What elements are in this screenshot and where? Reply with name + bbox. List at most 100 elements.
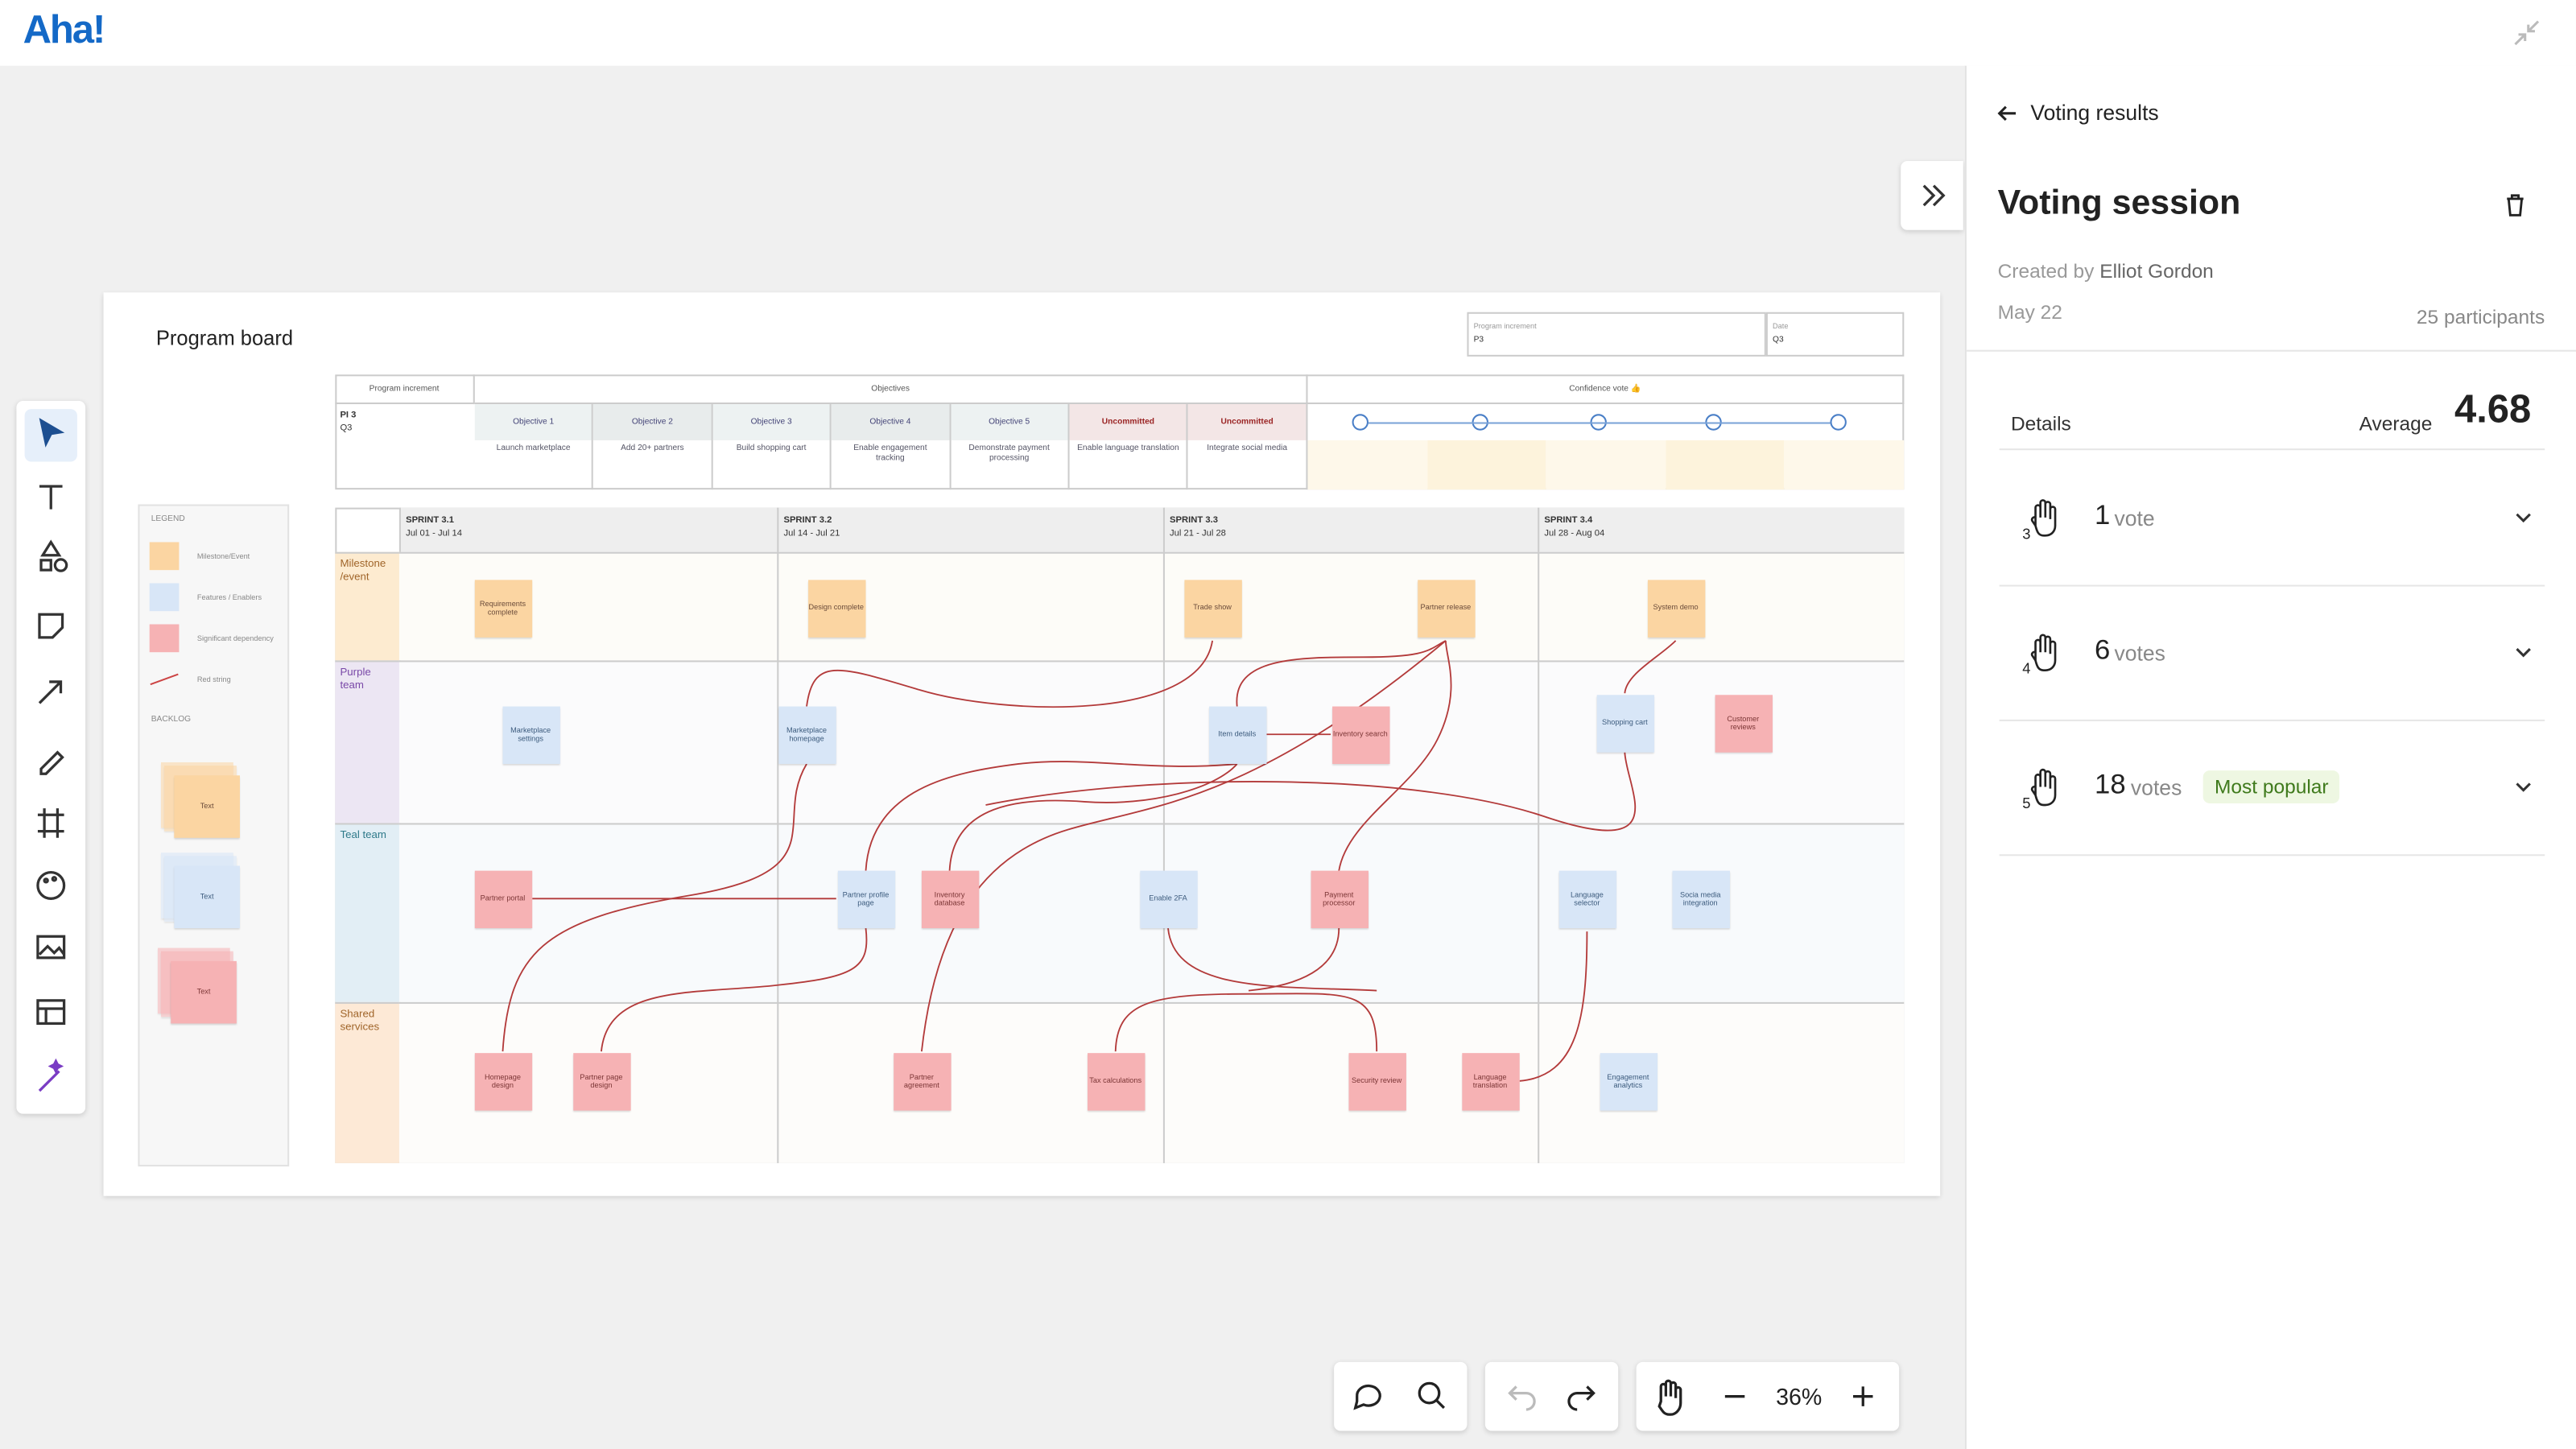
sticky-note[interactable]: Trade show bbox=[1183, 579, 1241, 637]
table-header: Objectives bbox=[474, 374, 1308, 405]
sticky-note[interactable]: Inventory search bbox=[1331, 705, 1389, 763]
sticky-note[interactable]: Partner profile page bbox=[836, 869, 895, 928]
sticky-note[interactable]: Payment processor bbox=[1310, 869, 1368, 928]
sticky-note[interactable]: Socia media integration bbox=[1671, 869, 1729, 928]
legend-swatch bbox=[149, 583, 180, 612]
objective-name: Uncommitted bbox=[1188, 404, 1308, 440]
sticky-note[interactable]: Tax calculations bbox=[1086, 1052, 1145, 1110]
top-bar: Aha! bbox=[0, 0, 2576, 66]
objective-description: Enable language translation bbox=[1070, 440, 1189, 490]
created-by: Created by Elliot Gordon bbox=[1998, 259, 2214, 283]
sprint-header bbox=[398, 507, 778, 552]
sticky-note[interactable]: Marketplace settings bbox=[502, 705, 559, 763]
vote-row[interactable]: 4 6 votes bbox=[1999, 585, 2545, 721]
undo-redo-group bbox=[1484, 1361, 1619, 1431]
field-value: Q3 bbox=[1773, 335, 1784, 345]
sticky-note[interactable]: Partner release bbox=[1417, 579, 1475, 637]
legend-item: Features / Enablers bbox=[196, 592, 262, 601]
sticky-note[interactable]: Customer reviews bbox=[1714, 694, 1773, 752]
vote-count: 6 bbox=[2095, 634, 2111, 666]
sprint-name: SPRINT 3.1 bbox=[406, 515, 454, 526]
red-string bbox=[1167, 927, 1377, 992]
row-label: Purple team bbox=[340, 667, 371, 693]
field-value: P3 bbox=[1473, 335, 1484, 345]
sticky-note[interactable]: Homepage design bbox=[473, 1052, 532, 1110]
objective-name: Uncommitted bbox=[1069, 404, 1189, 440]
sticky-note[interactable]: Item details bbox=[1208, 705, 1266, 763]
sticky-note[interactable]: Engagement analytics bbox=[1599, 1052, 1657, 1110]
red-string bbox=[1114, 993, 1378, 1052]
objective-name: Objective 2 bbox=[593, 404, 713, 440]
sticky-note[interactable]: Shopping cart bbox=[1596, 694, 1654, 752]
board-title: Program board bbox=[155, 327, 294, 350]
left-toolbar bbox=[16, 400, 86, 1114]
sticky-note[interactable]: Design complete bbox=[807, 579, 865, 637]
backlog-card: Text bbox=[174, 775, 240, 838]
vote-level: 4 bbox=[2022, 660, 2031, 677]
backlog-title: BACKLOG bbox=[151, 714, 192, 724]
backlog-card: Text bbox=[171, 960, 237, 1024]
legend-item: Milestone/Event bbox=[196, 551, 250, 560]
back-link[interactable]: Voting results bbox=[2030, 100, 2159, 126]
expand-chevron[interactable] bbox=[2513, 777, 2533, 796]
confidence-cell bbox=[1785, 440, 1905, 490]
program-board: Program board Program increment P3 Date Q3 P… bbox=[103, 292, 1941, 1196]
expand-chevron[interactable] bbox=[2513, 508, 2533, 527]
sticky-note[interactable]: Language translation bbox=[1461, 1052, 1519, 1110]
search-icon[interactable] bbox=[1418, 1381, 1441, 1405]
expand-chevron[interactable] bbox=[2513, 642, 2533, 662]
sticky-note[interactable]: Partner page design bbox=[572, 1052, 630, 1110]
objectives-table bbox=[335, 374, 1905, 490]
logo[interactable]: Aha! bbox=[23, 8, 106, 53]
sticky-note[interactable]: Requirements complete bbox=[473, 579, 532, 637]
delete-icon[interactable] bbox=[2502, 192, 2529, 219]
sticky-note[interactable]: Partner agreement bbox=[893, 1052, 951, 1110]
divider bbox=[1966, 349, 2576, 352]
back-icon[interactable] bbox=[1996, 102, 2020, 126]
confidence-cell bbox=[1307, 440, 1427, 490]
vote-row[interactable]: 5 18 votes Most popular bbox=[1999, 720, 2545, 857]
sticky-note[interactable]: Language selector bbox=[1558, 869, 1616, 928]
comment-icon[interactable] bbox=[1353, 1384, 1381, 1410]
vote-unit: votes bbox=[2130, 775, 2182, 800]
sprint-header bbox=[1162, 507, 1538, 552]
average-label: Average bbox=[2359, 412, 2433, 436]
comment-search-group bbox=[1334, 1361, 1468, 1431]
sticky-note[interactable]: Inventory database bbox=[920, 869, 979, 928]
table-header: Program increment bbox=[335, 374, 475, 405]
confidence-cell bbox=[1665, 440, 1785, 490]
hand-icon[interactable] bbox=[1657, 1379, 1682, 1416]
sticky-note[interactable]: Partner portal bbox=[473, 869, 532, 928]
sticky-note[interactable]: Marketplace homepage bbox=[778, 705, 836, 763]
hand-icon bbox=[2030, 634, 2057, 671]
row-label: Shared services bbox=[340, 1009, 380, 1034]
dependency-strings bbox=[502, 640, 1677, 1082]
red-string bbox=[601, 927, 868, 1052]
sticky-note[interactable]: Enable 2FA bbox=[1139, 869, 1197, 928]
vote-unit: vote bbox=[2114, 506, 2155, 531]
sprint-dates: Jul 14 - Jul 21 bbox=[783, 529, 840, 539]
row-label-cell bbox=[335, 551, 399, 661]
legend-item: Red string bbox=[196, 675, 231, 683]
zoom-in[interactable] bbox=[1853, 1386, 1873, 1406]
sticky-note[interactable]: System demo bbox=[1646, 579, 1705, 637]
field-label: Program increment bbox=[1473, 321, 1537, 331]
sprint-column-line bbox=[777, 551, 779, 1163]
undo-icon[interactable] bbox=[1508, 1385, 1536, 1411]
zoom-level: 36% bbox=[1776, 1383, 1823, 1410]
average-value: 4.68 bbox=[2454, 387, 2532, 432]
sticky-note[interactable]: Security review bbox=[1348, 1052, 1406, 1110]
sprint-dates: Jul 01 - Jul 14 bbox=[406, 529, 462, 539]
collapse-icon[interactable] bbox=[2510, 16, 2543, 49]
confidence-dot bbox=[1352, 414, 1368, 431]
sprint-header bbox=[1538, 507, 1905, 552]
zoom-group: 36% bbox=[1636, 1361, 1900, 1431]
sprint-dates: Jul 21 - Jul 28 bbox=[1170, 529, 1226, 539]
redo-icon[interactable] bbox=[1567, 1385, 1596, 1411]
objective-description: Launch marketplace bbox=[475, 440, 594, 490]
confidence-cell bbox=[1546, 440, 1666, 490]
expand-button[interactable] bbox=[1901, 160, 1963, 230]
vote-row[interactable]: 3 1 vote bbox=[1999, 450, 2545, 587]
backlog-card: Text bbox=[174, 865, 240, 929]
sprint-column-line bbox=[1538, 551, 1540, 1163]
